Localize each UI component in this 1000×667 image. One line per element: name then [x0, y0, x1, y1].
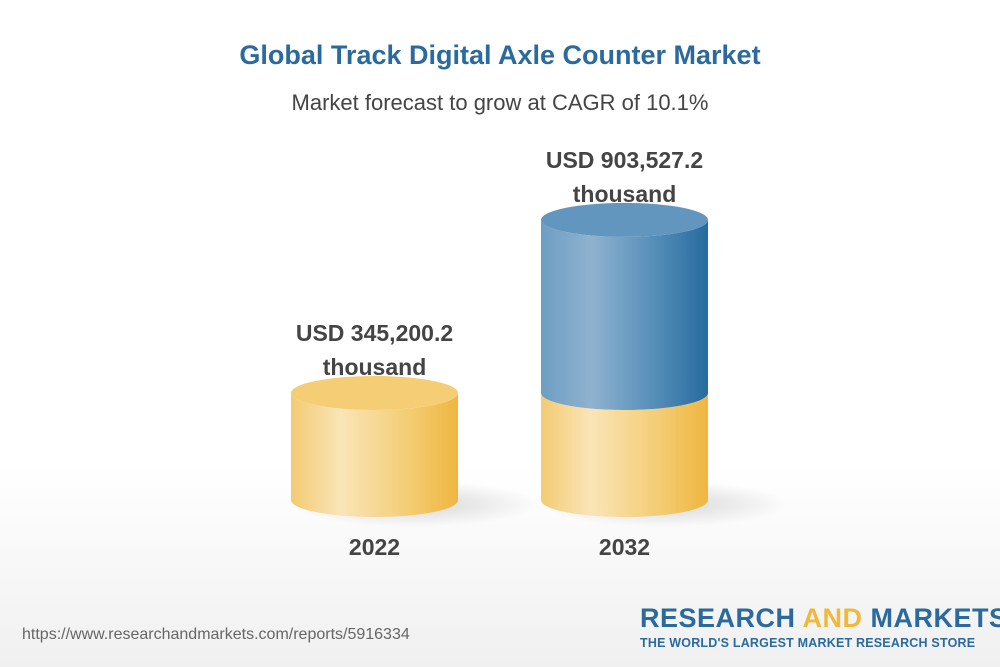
bar-2032-base-segment: [541, 392, 708, 517]
data-label-unit: thousand: [323, 354, 427, 380]
source-url[interactable]: https://www.researchandmarkets.com/repor…: [22, 626, 410, 643]
chart-title: Global Track Digital Axle Counter Market: [239, 40, 761, 70]
data-label-unit: thousand: [573, 181, 677, 207]
research-and-markets-logo: RESEARCH AND MARKETS THE WORLD'S LARGEST…: [640, 603, 1000, 650]
data-label-value: USD 903,527.2: [546, 147, 703, 173]
bar-top-2032: [541, 202, 708, 237]
x-tick-label: 2022: [349, 534, 400, 560]
bar-2032-growth-segment: [541, 219, 708, 410]
x-tick-label: 2032: [599, 534, 650, 560]
bar-2022: [291, 392, 459, 517]
chart-subtitle: Market forecast to grow at CAGR of 10.1%: [291, 90, 709, 115]
data-label-value: USD 345,200.2: [296, 320, 453, 346]
bar-top-2022: [291, 375, 458, 410]
